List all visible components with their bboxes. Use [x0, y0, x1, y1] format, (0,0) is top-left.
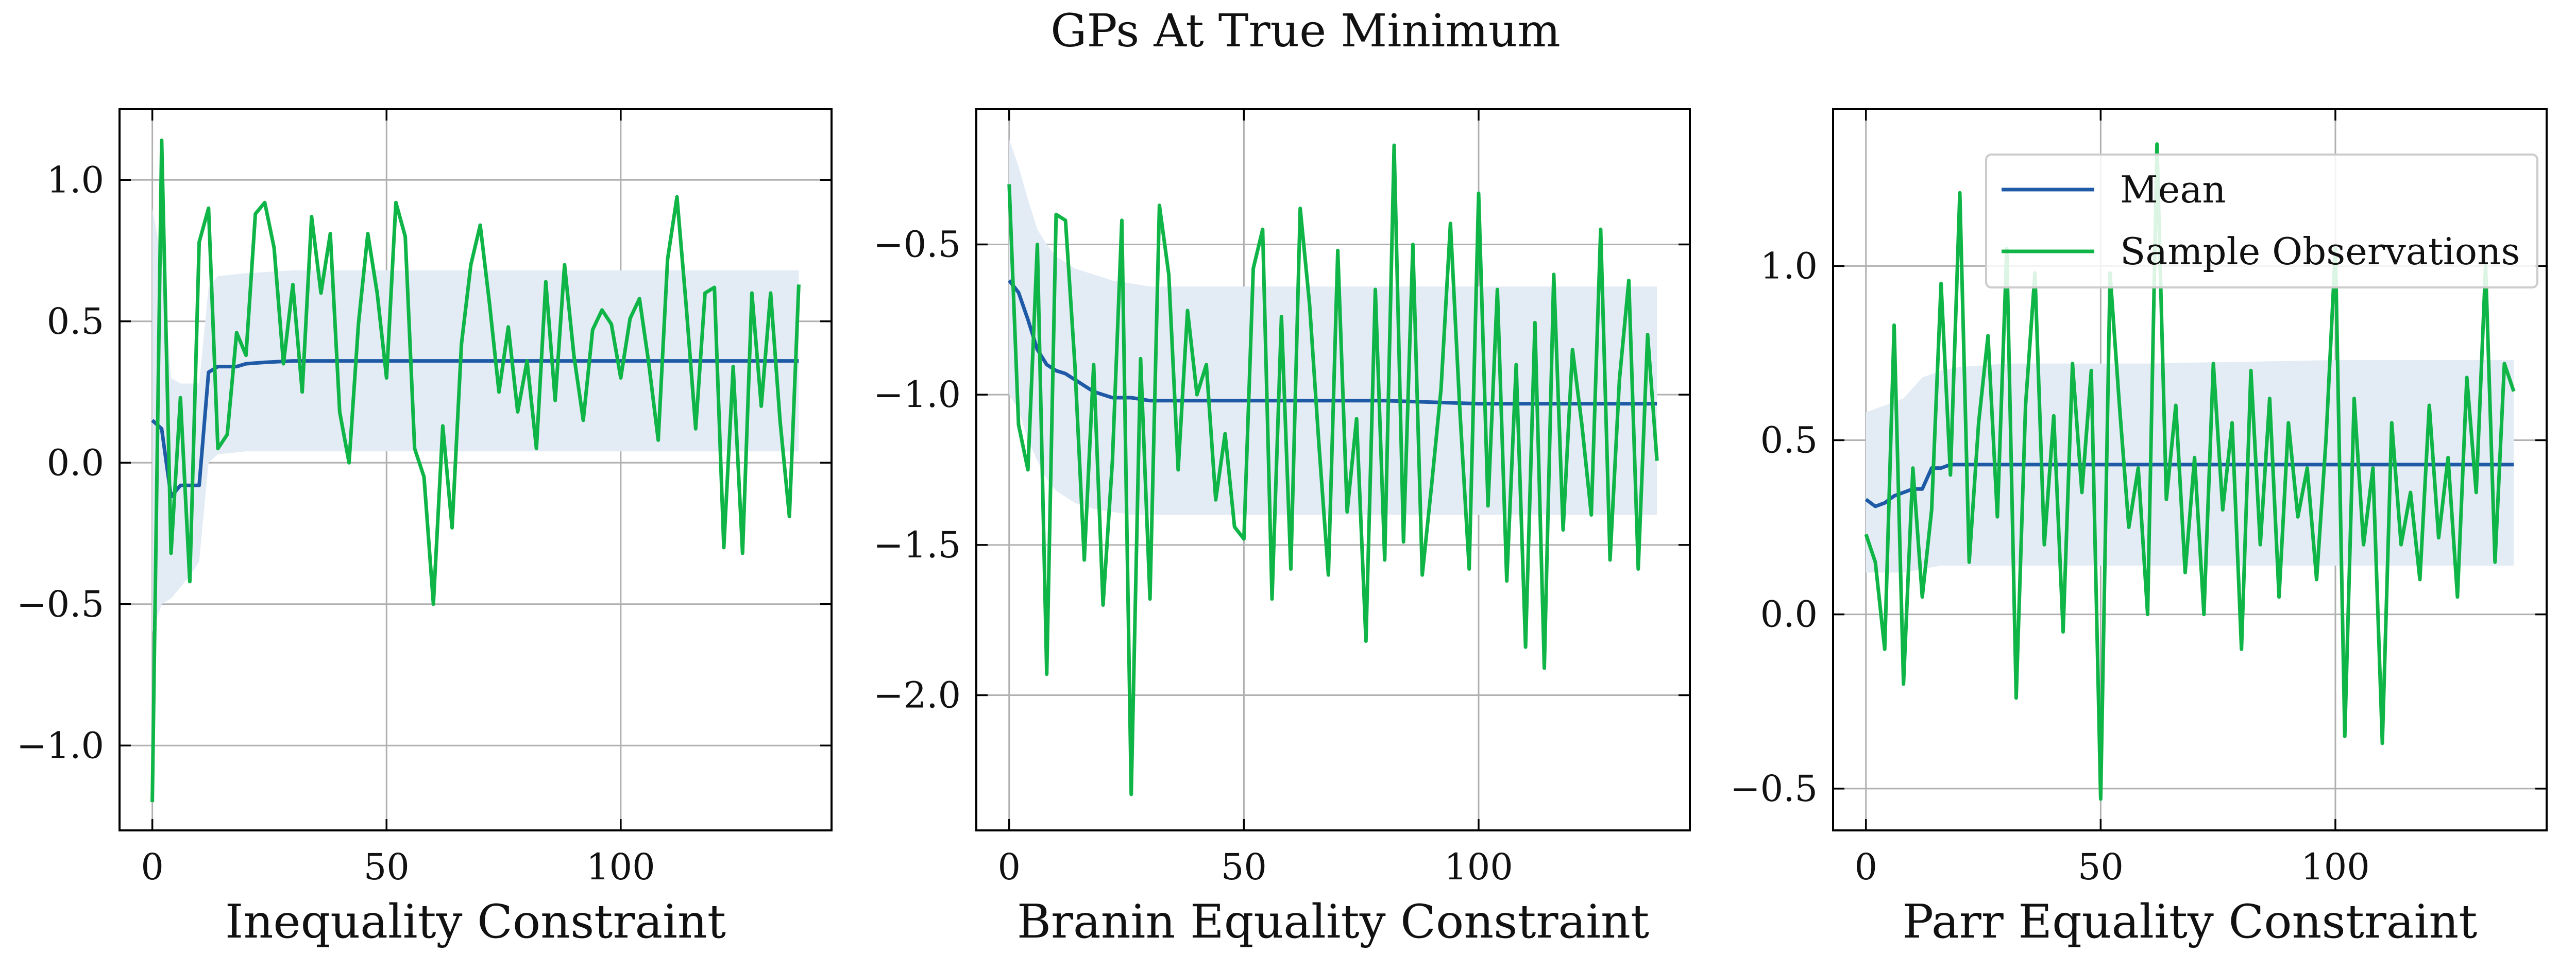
x-tick-label: 50 — [2078, 846, 2124, 888]
x-axis-label: Branin Equality Constraint — [1017, 895, 1649, 949]
y-tick-label: 0.0 — [1760, 593, 1818, 636]
plot-area — [150, 138, 801, 803]
series-samples-line — [1864, 142, 2516, 801]
x-tick-label: 0 — [141, 846, 164, 888]
y-tick-label: 1.0 — [1760, 245, 1818, 287]
x-axis-label: Inequality Constraint — [225, 895, 726, 949]
y-tick-label: −2.0 — [873, 674, 961, 717]
legend-label-1: Mean — [2120, 168, 2226, 211]
x-tick-label: 100 — [1444, 846, 1513, 888]
x-tick-label: 0 — [998, 846, 1021, 888]
legend-label-2: Sample Observations — [2120, 230, 2520, 273]
y-tick-label: 0.0 — [47, 441, 104, 484]
y-tick-label: 0.5 — [47, 300, 104, 343]
axes-frame — [1832, 108, 2548, 831]
y-tick-label: −1.0 — [16, 724, 104, 767]
legend: Mean Sample Observations — [1985, 154, 2538, 288]
x-tick-label: 50 — [1221, 846, 1267, 888]
plot-area — [1007, 139, 1659, 796]
chart-panel-2: 0 50 100 −2.0 −1.5 −1.0 −0.5 Branin Equality Co… — [873, 108, 1691, 949]
series-samples-line — [1007, 143, 1659, 796]
y-tick-label: −1.5 — [873, 524, 961, 566]
x-axis-label: Parr Equality Constraint — [1903, 895, 2478, 949]
legend-box — [1985, 154, 2538, 288]
chart-panels: 0 50 100 −1.0 −0.5 0.0 0.5 1.0 Inequality Constr… — [16, 108, 2548, 949]
y-tick-label: −0.5 — [873, 224, 961, 266]
series-samples-line — [150, 138, 801, 803]
x-tick-label: 0 — [1855, 846, 1878, 888]
y-tick-label: −0.5 — [1730, 768, 1818, 810]
axes-frame — [975, 108, 1691, 831]
x-tick-label: 50 — [364, 846, 410, 888]
chart-panel-3: 0 50 100 −0.5 0.0 0.5 1.0 Parr Equality Constra… — [1730, 108, 2548, 949]
y-tick-label: 1.0 — [47, 159, 104, 201]
confidence-band — [1009, 139, 1657, 515]
x-tick-label: 100 — [2301, 846, 2370, 888]
plot-area — [1864, 142, 2516, 801]
y-tick-label: 0.5 — [1760, 419, 1818, 462]
y-tick-label: −1.0 — [873, 373, 961, 416]
confidence-band — [152, 208, 799, 633]
x-tick-label: 100 — [586, 846, 655, 888]
figure-title: GPs At True Minimum — [1050, 4, 1561, 57]
axes-frame — [118, 108, 833, 831]
y-tick-label: −0.5 — [16, 583, 104, 625]
chart-panel-1: 0 50 100 −1.0 −0.5 0.0 0.5 1.0 Inequality Constr… — [16, 108, 833, 949]
